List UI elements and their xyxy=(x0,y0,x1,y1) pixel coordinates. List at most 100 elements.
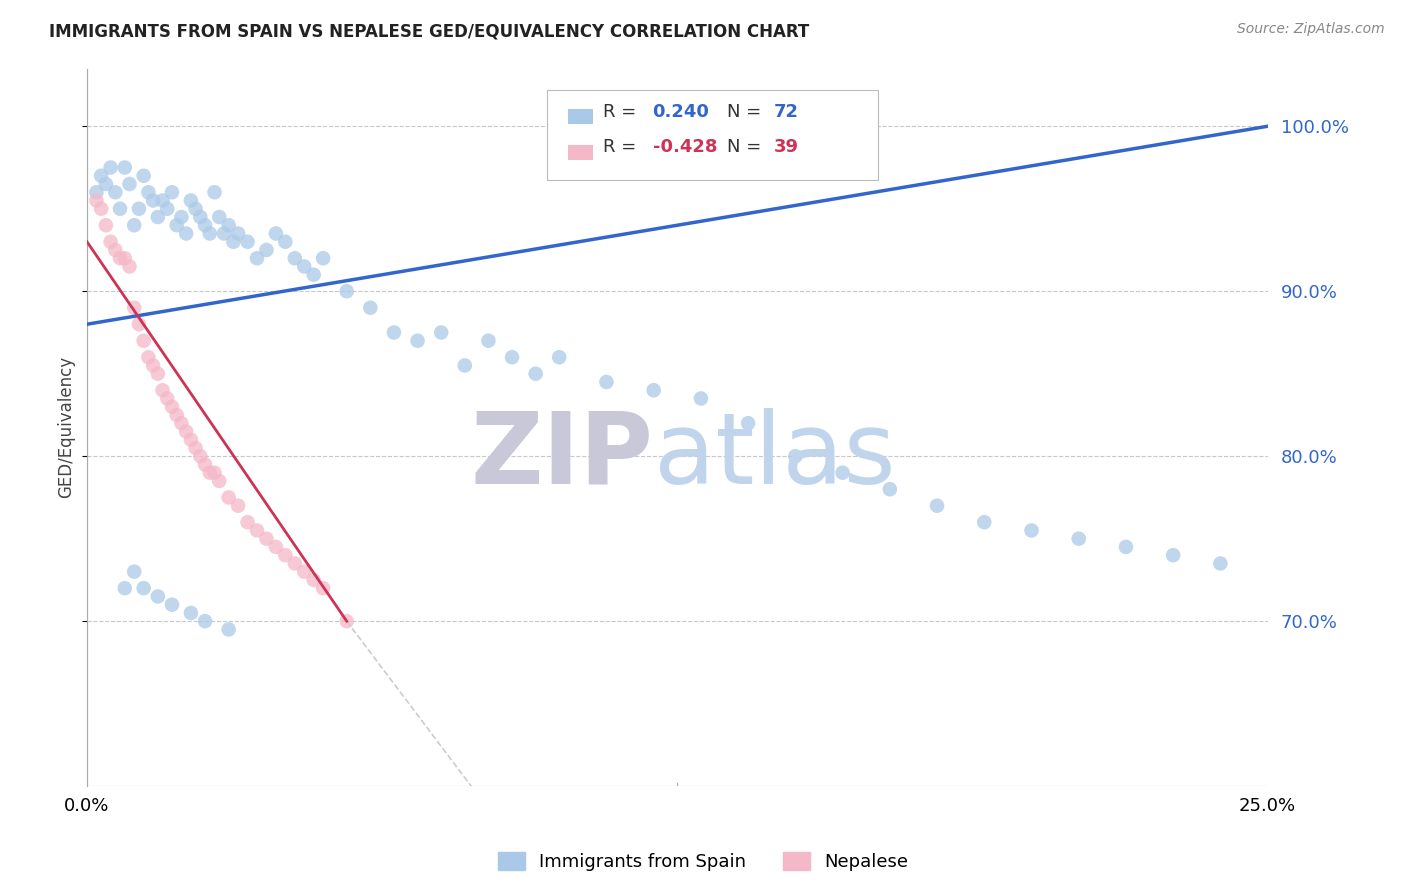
Point xyxy=(454,359,477,373)
Point xyxy=(170,210,193,224)
Text: atlas: atlas xyxy=(654,408,896,505)
Point xyxy=(382,326,405,340)
Point xyxy=(284,252,307,266)
Point xyxy=(1161,548,1184,562)
Point xyxy=(184,441,207,455)
Point xyxy=(1115,540,1137,554)
Point xyxy=(108,202,131,216)
Point xyxy=(524,367,547,381)
Point xyxy=(831,466,853,480)
Text: -0.428: -0.428 xyxy=(652,138,717,156)
Text: 39: 39 xyxy=(775,138,799,156)
Point xyxy=(208,210,231,224)
Point xyxy=(86,194,108,208)
Point xyxy=(174,425,197,439)
Point xyxy=(122,565,145,579)
Point xyxy=(180,606,202,620)
Point xyxy=(104,186,127,200)
Point xyxy=(973,515,995,529)
Point xyxy=(142,194,165,208)
Point xyxy=(256,243,278,257)
Point xyxy=(156,202,179,216)
Point xyxy=(118,260,141,274)
Point xyxy=(879,482,901,496)
Point xyxy=(477,334,499,348)
Point xyxy=(925,499,948,513)
Point xyxy=(156,392,179,406)
Point xyxy=(100,161,122,175)
Point xyxy=(226,499,249,513)
Point xyxy=(138,186,160,200)
Point xyxy=(302,573,325,587)
Point xyxy=(274,548,297,562)
Point xyxy=(170,416,193,430)
Point xyxy=(166,408,188,422)
Text: 72: 72 xyxy=(775,103,799,120)
Point xyxy=(128,317,150,331)
Point xyxy=(1067,532,1090,546)
Bar xyxy=(568,109,593,125)
Point xyxy=(174,227,197,241)
Point xyxy=(184,202,207,216)
Text: 0.240: 0.240 xyxy=(652,103,710,120)
Point xyxy=(90,202,112,216)
Point xyxy=(292,260,315,274)
Point xyxy=(222,235,245,249)
Point xyxy=(132,581,155,595)
Point xyxy=(104,243,127,257)
Point xyxy=(246,524,269,538)
Text: Source: ZipAtlas.com: Source: ZipAtlas.com xyxy=(1237,22,1385,37)
Point xyxy=(188,210,211,224)
Point xyxy=(204,186,226,200)
Point xyxy=(284,557,307,571)
Point xyxy=(122,301,145,315)
Point xyxy=(160,598,183,612)
Text: N =: N = xyxy=(727,103,766,120)
Point xyxy=(785,449,807,463)
Point xyxy=(218,219,240,233)
Point xyxy=(264,227,287,241)
Point xyxy=(336,284,359,298)
Point xyxy=(128,202,150,216)
Text: IMMIGRANTS FROM SPAIN VS NEPALESE GED/EQUIVALENCY CORRELATION CHART: IMMIGRANTS FROM SPAIN VS NEPALESE GED/EQ… xyxy=(49,22,810,40)
Point xyxy=(142,359,165,373)
Point xyxy=(218,623,240,637)
Point xyxy=(118,177,141,191)
Point xyxy=(160,186,183,200)
Point xyxy=(312,252,335,266)
Text: R =: R = xyxy=(603,103,643,120)
Point xyxy=(1021,524,1043,538)
Point xyxy=(236,515,259,529)
Point xyxy=(108,252,131,266)
Point xyxy=(138,350,160,364)
Point xyxy=(643,383,665,397)
Point xyxy=(132,334,155,348)
Point xyxy=(204,466,226,480)
Point xyxy=(274,235,297,249)
Point xyxy=(430,326,453,340)
Point xyxy=(188,449,211,463)
Point xyxy=(336,614,359,628)
Point xyxy=(94,219,117,233)
Point xyxy=(737,416,759,430)
Point xyxy=(146,367,169,381)
Point xyxy=(198,466,221,480)
Point xyxy=(146,590,169,604)
Point xyxy=(246,252,269,266)
Point xyxy=(256,532,278,546)
Point xyxy=(132,169,155,183)
Point xyxy=(152,194,174,208)
Point xyxy=(114,581,136,595)
Point xyxy=(218,491,240,505)
Point xyxy=(236,235,259,249)
Text: R =: R = xyxy=(603,138,643,156)
Point xyxy=(86,186,108,200)
Point xyxy=(312,581,335,595)
Point xyxy=(194,614,217,628)
FancyBboxPatch shape xyxy=(547,90,877,180)
Point xyxy=(548,350,571,364)
Point xyxy=(122,219,145,233)
Point xyxy=(152,383,174,397)
Point xyxy=(302,268,325,282)
Point xyxy=(100,235,122,249)
